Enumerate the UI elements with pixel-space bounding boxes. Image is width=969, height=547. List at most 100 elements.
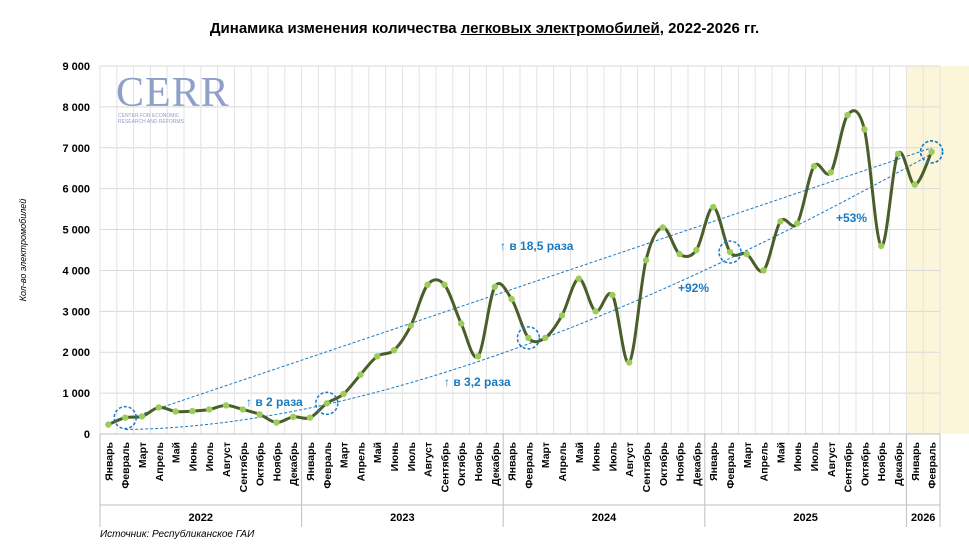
x-tick-month: Июнь bbox=[591, 441, 603, 471]
y-tick-label: 1 000 bbox=[62, 388, 90, 400]
trend-line-upper bbox=[125, 147, 932, 421]
annotation-label: ↑ в 2 раза bbox=[246, 395, 303, 409]
data-point bbox=[676, 250, 683, 258]
x-tick-month: Ноябрь bbox=[473, 441, 485, 481]
data-point bbox=[844, 111, 851, 119]
x-tick-month: Январь bbox=[708, 441, 720, 480]
data-point bbox=[273, 419, 280, 426]
highlight-circle bbox=[919, 140, 944, 164]
x-tick-month: Октябрь bbox=[859, 441, 871, 486]
x-tick-month: Октябрь bbox=[658, 441, 670, 486]
x-tick-month: Ноябрь bbox=[271, 441, 283, 481]
year-label: 2025 bbox=[793, 512, 817, 524]
data-point bbox=[441, 281, 448, 288]
background-regions bbox=[906, 66, 969, 434]
x-tick-month: Декабрь bbox=[691, 441, 703, 485]
x-tick-month: Март bbox=[137, 442, 149, 468]
x-tick-month: Сентябрь bbox=[238, 441, 250, 492]
year-label: 2023 bbox=[390, 512, 414, 524]
data-point bbox=[609, 291, 616, 299]
data-point bbox=[323, 400, 330, 407]
data-point bbox=[357, 371, 364, 378]
title-suffix: , 2022-2026 гг. bbox=[659, 20, 760, 37]
data-point bbox=[726, 248, 734, 256]
data-point bbox=[894, 150, 902, 158]
x-tick-month: Август bbox=[423, 442, 435, 477]
x-tick-month: Май bbox=[372, 442, 384, 463]
logo-sub-line-2: Research and Reforms bbox=[118, 119, 184, 125]
data-point bbox=[626, 359, 633, 366]
x-tick-month: Август bbox=[221, 442, 233, 477]
data-point bbox=[810, 162, 818, 170]
gridlines bbox=[99, 65, 941, 435]
data-point bbox=[693, 246, 700, 254]
data-point bbox=[508, 295, 515, 303]
title-highlight: легковых электромобилей bbox=[460, 20, 660, 37]
x-tick-month: Декабрь bbox=[893, 441, 905, 485]
x-tick-month: Март bbox=[339, 442, 351, 468]
data-point bbox=[138, 413, 146, 420]
y-tick-label: 7 000 bbox=[62, 143, 90, 155]
data-point bbox=[827, 169, 834, 176]
x-tick-month: Октябрь bbox=[456, 441, 468, 486]
data-markers bbox=[105, 111, 935, 428]
data-point bbox=[122, 414, 129, 421]
x-tick-month: Апрель bbox=[557, 441, 569, 481]
x-tick-month: Июль bbox=[809, 441, 821, 471]
annotation-label: +92% bbox=[678, 281, 709, 295]
x-tick-month: Май bbox=[574, 442, 586, 463]
annotations: ↑ в 2 раза ↑ в 18,5 раза ↑ в 3,2 раза +92% +… bbox=[113, 140, 944, 430]
x-tick-month: Июль bbox=[204, 441, 216, 471]
data-point bbox=[861, 126, 868, 133]
data-point bbox=[474, 353, 482, 360]
data-point bbox=[458, 320, 465, 327]
data-point bbox=[794, 220, 801, 227]
logo-subtitle: Center for Economic Research and Reforms bbox=[118, 113, 246, 125]
x-tick-month: Июнь bbox=[792, 441, 804, 471]
highlight-circle bbox=[315, 391, 339, 416]
data-point bbox=[911, 181, 918, 188]
x-tick-month: Январь bbox=[507, 441, 519, 480]
y-tick-label: 3 000 bbox=[62, 306, 90, 318]
year-label: 2022 bbox=[189, 512, 213, 524]
highlight-circle bbox=[718, 240, 742, 264]
axes: 0 1 000 2 000 3 000 4 000 5 000 6 000 7 000 8 00… bbox=[18, 61, 941, 527]
y-tick-label: 0 bbox=[84, 429, 90, 441]
y-tick-label: 5 000 bbox=[62, 225, 90, 237]
data-point bbox=[172, 408, 179, 415]
data-point bbox=[239, 406, 246, 413]
y-tick-label: 9 000 bbox=[62, 61, 90, 73]
x-tick-month: Январь bbox=[910, 441, 922, 480]
data-point bbox=[189, 407, 196, 415]
logo-main-text: CERR bbox=[116, 70, 230, 116]
x-tick-month: Апрель bbox=[154, 441, 166, 481]
y-tick-label: 2 000 bbox=[62, 347, 90, 359]
data-point bbox=[491, 283, 498, 290]
y-axis-title: Кол-во электромобилей bbox=[18, 199, 28, 302]
title-prefix: Динамика изменения количества bbox=[209, 20, 461, 37]
x-tick-month: Февраль bbox=[322, 441, 334, 488]
data-point bbox=[374, 353, 381, 360]
x-tick-month: Август bbox=[624, 442, 636, 477]
x-tick-month: Февраль bbox=[725, 441, 737, 488]
data-point bbox=[155, 404, 162, 411]
annotation-label: ↑ в 18,5 раза bbox=[500, 239, 574, 253]
x-tick-month: Ноябрь bbox=[876, 441, 888, 481]
x-tick-month: Май bbox=[171, 442, 183, 463]
x-tick-month: Февраль bbox=[523, 441, 535, 488]
data-point bbox=[659, 224, 666, 231]
logo-sub-line-1: Center for Economic bbox=[118, 113, 180, 119]
data-point bbox=[558, 312, 566, 319]
data-point bbox=[222, 402, 230, 409]
x-tick-month: Февраль bbox=[927, 441, 939, 488]
y-tick-label: 6 000 bbox=[62, 184, 90, 196]
data-point bbox=[407, 322, 414, 329]
trend-line-lower bbox=[125, 153, 932, 431]
data-point bbox=[928, 148, 935, 156]
x-tick-month: Март bbox=[742, 442, 754, 468]
x-tick-month: Сентябрь bbox=[641, 441, 653, 492]
data-point bbox=[256, 411, 263, 418]
x-tick-month: Май bbox=[775, 442, 787, 463]
x-tick-month: Июнь bbox=[389, 441, 401, 471]
